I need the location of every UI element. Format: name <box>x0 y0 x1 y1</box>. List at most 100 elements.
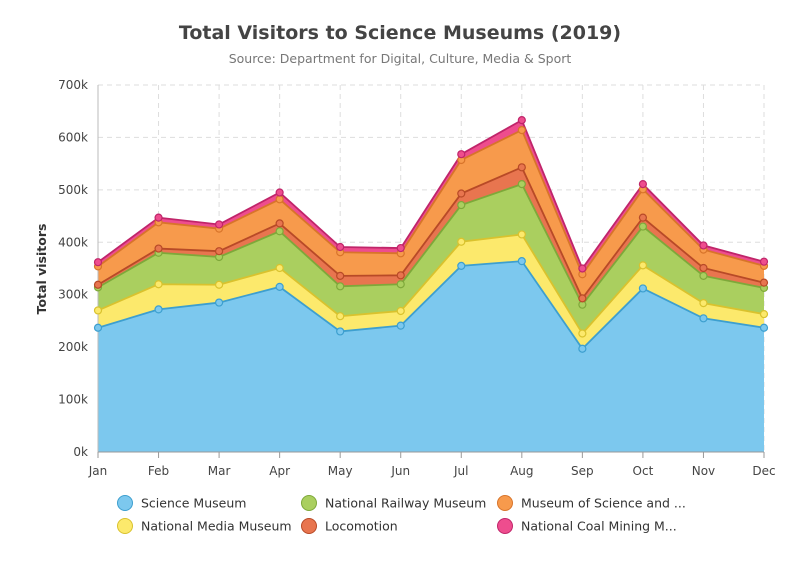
data-point[interactable] <box>396 280 405 289</box>
data-point[interactable] <box>578 294 587 303</box>
data-point[interactable] <box>275 263 284 273</box>
legend-swatch <box>301 495 317 511</box>
area-science-museum <box>98 261 764 452</box>
x-tick-label: May <box>328 464 353 478</box>
data-point[interactable] <box>699 314 708 323</box>
legend-item[interactable]: Museum of Science and ... <box>497 495 686 511</box>
data-point[interactable] <box>336 242 345 252</box>
x-tick-label: Jun <box>390 464 410 478</box>
data-point[interactable] <box>638 179 648 189</box>
data-point[interactable] <box>759 278 769 287</box>
area-national-railway-museum <box>98 184 764 334</box>
data-point[interactable] <box>336 327 345 336</box>
data-point[interactable] <box>396 321 405 330</box>
legend-label: Museum of Science and ... <box>521 496 686 511</box>
data-point[interactable] <box>457 150 466 159</box>
data-point[interactable] <box>517 179 526 189</box>
data-point[interactable] <box>275 188 284 197</box>
data-point[interactable] <box>759 323 769 332</box>
data-point[interactable] <box>214 247 224 256</box>
data-point[interactable] <box>638 222 648 231</box>
data-point[interactable] <box>638 213 648 222</box>
legend-item[interactable]: Science Museum <box>117 495 247 511</box>
data-point[interactable] <box>396 243 405 253</box>
data-point[interactable] <box>396 306 405 316</box>
data-point[interactable] <box>759 310 769 319</box>
y-tick-label: 200k <box>58 340 88 354</box>
legend-item[interactable]: Locomotion <box>301 518 398 534</box>
data-point[interactable] <box>275 227 284 236</box>
data-point[interactable] <box>517 257 526 266</box>
legend-swatch <box>497 495 513 511</box>
legend: Science Museum National Railway Museum Mus… <box>117 495 686 534</box>
data-point[interactable] <box>457 261 466 270</box>
series-areas <box>97 118 765 452</box>
data-markers <box>93 116 769 353</box>
data-point[interactable] <box>396 271 405 280</box>
data-point[interactable] <box>275 219 284 228</box>
data-point[interactable] <box>336 312 345 321</box>
data-point[interactable] <box>699 271 708 280</box>
data-point[interactable] <box>578 329 587 338</box>
data-point[interactable] <box>336 271 345 280</box>
y-axis-label: Total visitors <box>34 224 49 315</box>
legend-label: National Media Museum <box>141 519 292 534</box>
data-point[interactable] <box>699 263 708 273</box>
area-museum-of-science-and <box>98 130 764 299</box>
data-point[interactable] <box>517 230 526 239</box>
data-point[interactable] <box>699 299 708 308</box>
data-point[interactable] <box>457 237 466 246</box>
data-point[interactable] <box>759 257 769 266</box>
data-point[interactable] <box>154 305 163 314</box>
legend-label: National Coal Mining M... <box>521 519 677 534</box>
data-point[interactable] <box>457 200 466 210</box>
data-point[interactable] <box>275 195 284 204</box>
data-point[interactable] <box>154 280 163 289</box>
data-point[interactable] <box>638 284 648 293</box>
data-point[interactable] <box>275 282 284 291</box>
series-line <box>97 182 765 307</box>
data-point[interactable] <box>93 258 103 267</box>
data-point[interactable] <box>93 323 103 332</box>
legend-label: Science Museum <box>141 496 246 511</box>
data-point[interactable] <box>699 241 708 250</box>
legend-item[interactable]: National Coal Mining M... <box>497 518 677 534</box>
data-point[interactable] <box>578 264 587 273</box>
x-tick-label: Dec <box>752 464 775 478</box>
legend-item[interactable]: National Media Museum <box>117 518 292 534</box>
data-point[interactable] <box>214 298 224 307</box>
data-point[interactable] <box>457 189 466 198</box>
legend-label: National Railway Museum <box>325 496 486 511</box>
data-point[interactable] <box>154 213 163 222</box>
x-tick-label: Mar <box>208 464 231 478</box>
area-locomotion <box>98 167 764 305</box>
data-point[interactable] <box>93 280 103 289</box>
y-tick-label: 300k <box>58 288 88 302</box>
series-line <box>97 166 765 301</box>
series-line <box>97 118 765 271</box>
data-point[interactable] <box>93 306 103 315</box>
data-point[interactable] <box>336 282 345 291</box>
data-point[interactable] <box>517 163 526 172</box>
data-point[interactable] <box>214 280 224 289</box>
data-point[interactable] <box>517 116 526 125</box>
data-point[interactable] <box>154 244 163 253</box>
series-line <box>97 128 765 277</box>
legend-swatch <box>497 518 513 534</box>
y-axis-ticks: 0k 100k 200k 300k 400k 500k 600k 700k <box>58 78 88 459</box>
x-tick-label: Feb <box>148 464 169 478</box>
data-point[interactable] <box>214 220 224 229</box>
data-point[interactable] <box>638 261 648 270</box>
legend-item[interactable]: National Railway Museum <box>301 495 487 511</box>
series-line <box>97 260 765 351</box>
x-tick-label: Jul <box>453 464 468 478</box>
legend-swatch <box>117 518 133 534</box>
data-point[interactable] <box>578 344 587 353</box>
x-tick-label: Aug <box>510 464 533 478</box>
y-tick-label: 100k <box>58 393 88 407</box>
y-tick-label: 0k <box>73 445 88 459</box>
area-national-media-museum <box>98 234 764 349</box>
x-tick-label: Apr <box>269 464 290 478</box>
data-point[interactable] <box>517 125 526 135</box>
